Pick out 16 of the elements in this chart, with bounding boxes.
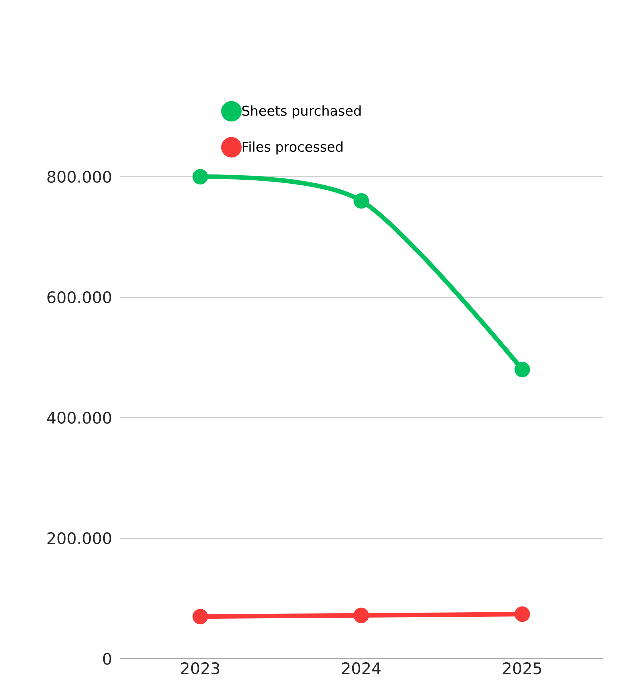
y-tick-label: 200.000 <box>48 532 112 545</box>
point <box>514 606 530 622</box>
legend-label: Files processed <box>242 142 343 155</box>
x-tick-label: 2025 <box>503 662 542 675</box>
point <box>514 362 530 378</box>
legend-label: Sheets purchased <box>242 106 361 119</box>
x-tick-label: 2024 <box>342 662 381 675</box>
point <box>354 193 370 209</box>
point <box>192 169 208 185</box>
x-tick-label: 2023 <box>181 662 220 675</box>
point <box>354 608 370 624</box>
y-tick-label: 800.000 <box>48 170 112 184</box>
y-tick-label: 600.000 <box>48 291 112 304</box>
point <box>192 609 208 625</box>
y-tick-label: 400.000 <box>47 412 112 424</box>
y-tick-label: 0 <box>103 652 112 666</box>
